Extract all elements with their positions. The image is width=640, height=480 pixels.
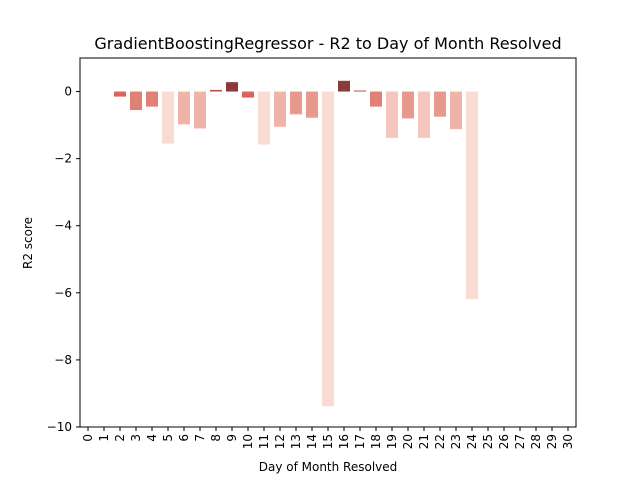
y-axis-label: R2 score (21, 217, 35, 269)
x-tick-label: 13 (289, 434, 303, 449)
x-tick-label: 24 (465, 434, 479, 449)
bar-day-2 (114, 91, 126, 97)
x-tick-label: 5 (161, 434, 175, 442)
bar-day-8 (210, 89, 222, 92)
x-tick-label: 29 (545, 434, 559, 449)
bar-day-6 (178, 91, 190, 125)
bar-day-20 (402, 91, 414, 119)
x-tick-label: 19 (385, 434, 399, 449)
bar-day-9 (226, 82, 238, 92)
bar-day-15 (322, 91, 334, 407)
bar-day-23 (450, 91, 462, 130)
bar-day-13 (290, 91, 302, 115)
bar-day-11 (258, 91, 270, 145)
x-tick-label: 20 (401, 434, 415, 449)
x-tick-label: 28 (529, 434, 543, 449)
bar-day-14 (306, 91, 318, 118)
bar-day-17 (354, 90, 366, 92)
x-tick-label: 7 (193, 434, 207, 442)
x-tick-label: 9 (225, 434, 239, 442)
bar-day-4 (146, 91, 158, 107)
bar-day-24 (466, 91, 478, 299)
x-tick-label: 27 (513, 434, 527, 449)
y-tick-label: 0 (64, 85, 72, 99)
bar-day-7 (194, 91, 206, 129)
x-tick-label: 26 (497, 434, 511, 449)
bar-day-21 (418, 91, 430, 138)
x-tick-label: 16 (337, 434, 351, 449)
x-axis-label: Day of Month Resolved (259, 460, 398, 474)
bar-day-22 (434, 91, 446, 117)
x-tick-label: 17 (353, 434, 367, 449)
chart-title: GradientBoostingRegressor - R2 to Day of… (94, 34, 561, 53)
x-tick-label: 30 (561, 434, 575, 449)
y-tick-label: −8 (54, 353, 72, 367)
y-tick-label: −6 (54, 286, 72, 300)
bar-day-18 (370, 91, 382, 107)
x-tick-label: 11 (257, 434, 271, 449)
x-tick-label: 25 (481, 434, 495, 449)
x-tick-label: 0 (81, 434, 95, 442)
x-tick-label: 2 (113, 434, 127, 442)
x-tick-label: 6 (177, 434, 191, 442)
x-tick-label: 4 (145, 434, 159, 442)
y-tick-label: −10 (47, 420, 72, 434)
y-tick-label: −2 (54, 152, 72, 166)
y-tick-label: −4 (54, 219, 72, 233)
x-tick-label: 8 (209, 434, 223, 442)
x-tick-label: 10 (241, 434, 255, 449)
bar-day-10 (242, 91, 254, 98)
x-tick-label: 15 (321, 434, 335, 449)
bar-day-3 (130, 91, 142, 110)
x-tick-label: 1 (97, 434, 111, 442)
bar-day-5 (162, 91, 174, 144)
x-tick-label: 23 (449, 434, 463, 449)
plot-frame (79, 57, 577, 428)
x-tick-label: 14 (305, 434, 319, 449)
x-tick-label: 22 (433, 434, 447, 449)
bar-day-16 (338, 80, 350, 92)
bar-day-12 (274, 91, 286, 127)
x-tick-label: 12 (273, 434, 287, 449)
x-tick-label: 21 (417, 434, 431, 449)
bar-day-19 (386, 91, 398, 138)
x-tick-label: 18 (369, 434, 383, 449)
x-tick-label: 3 (129, 434, 143, 442)
